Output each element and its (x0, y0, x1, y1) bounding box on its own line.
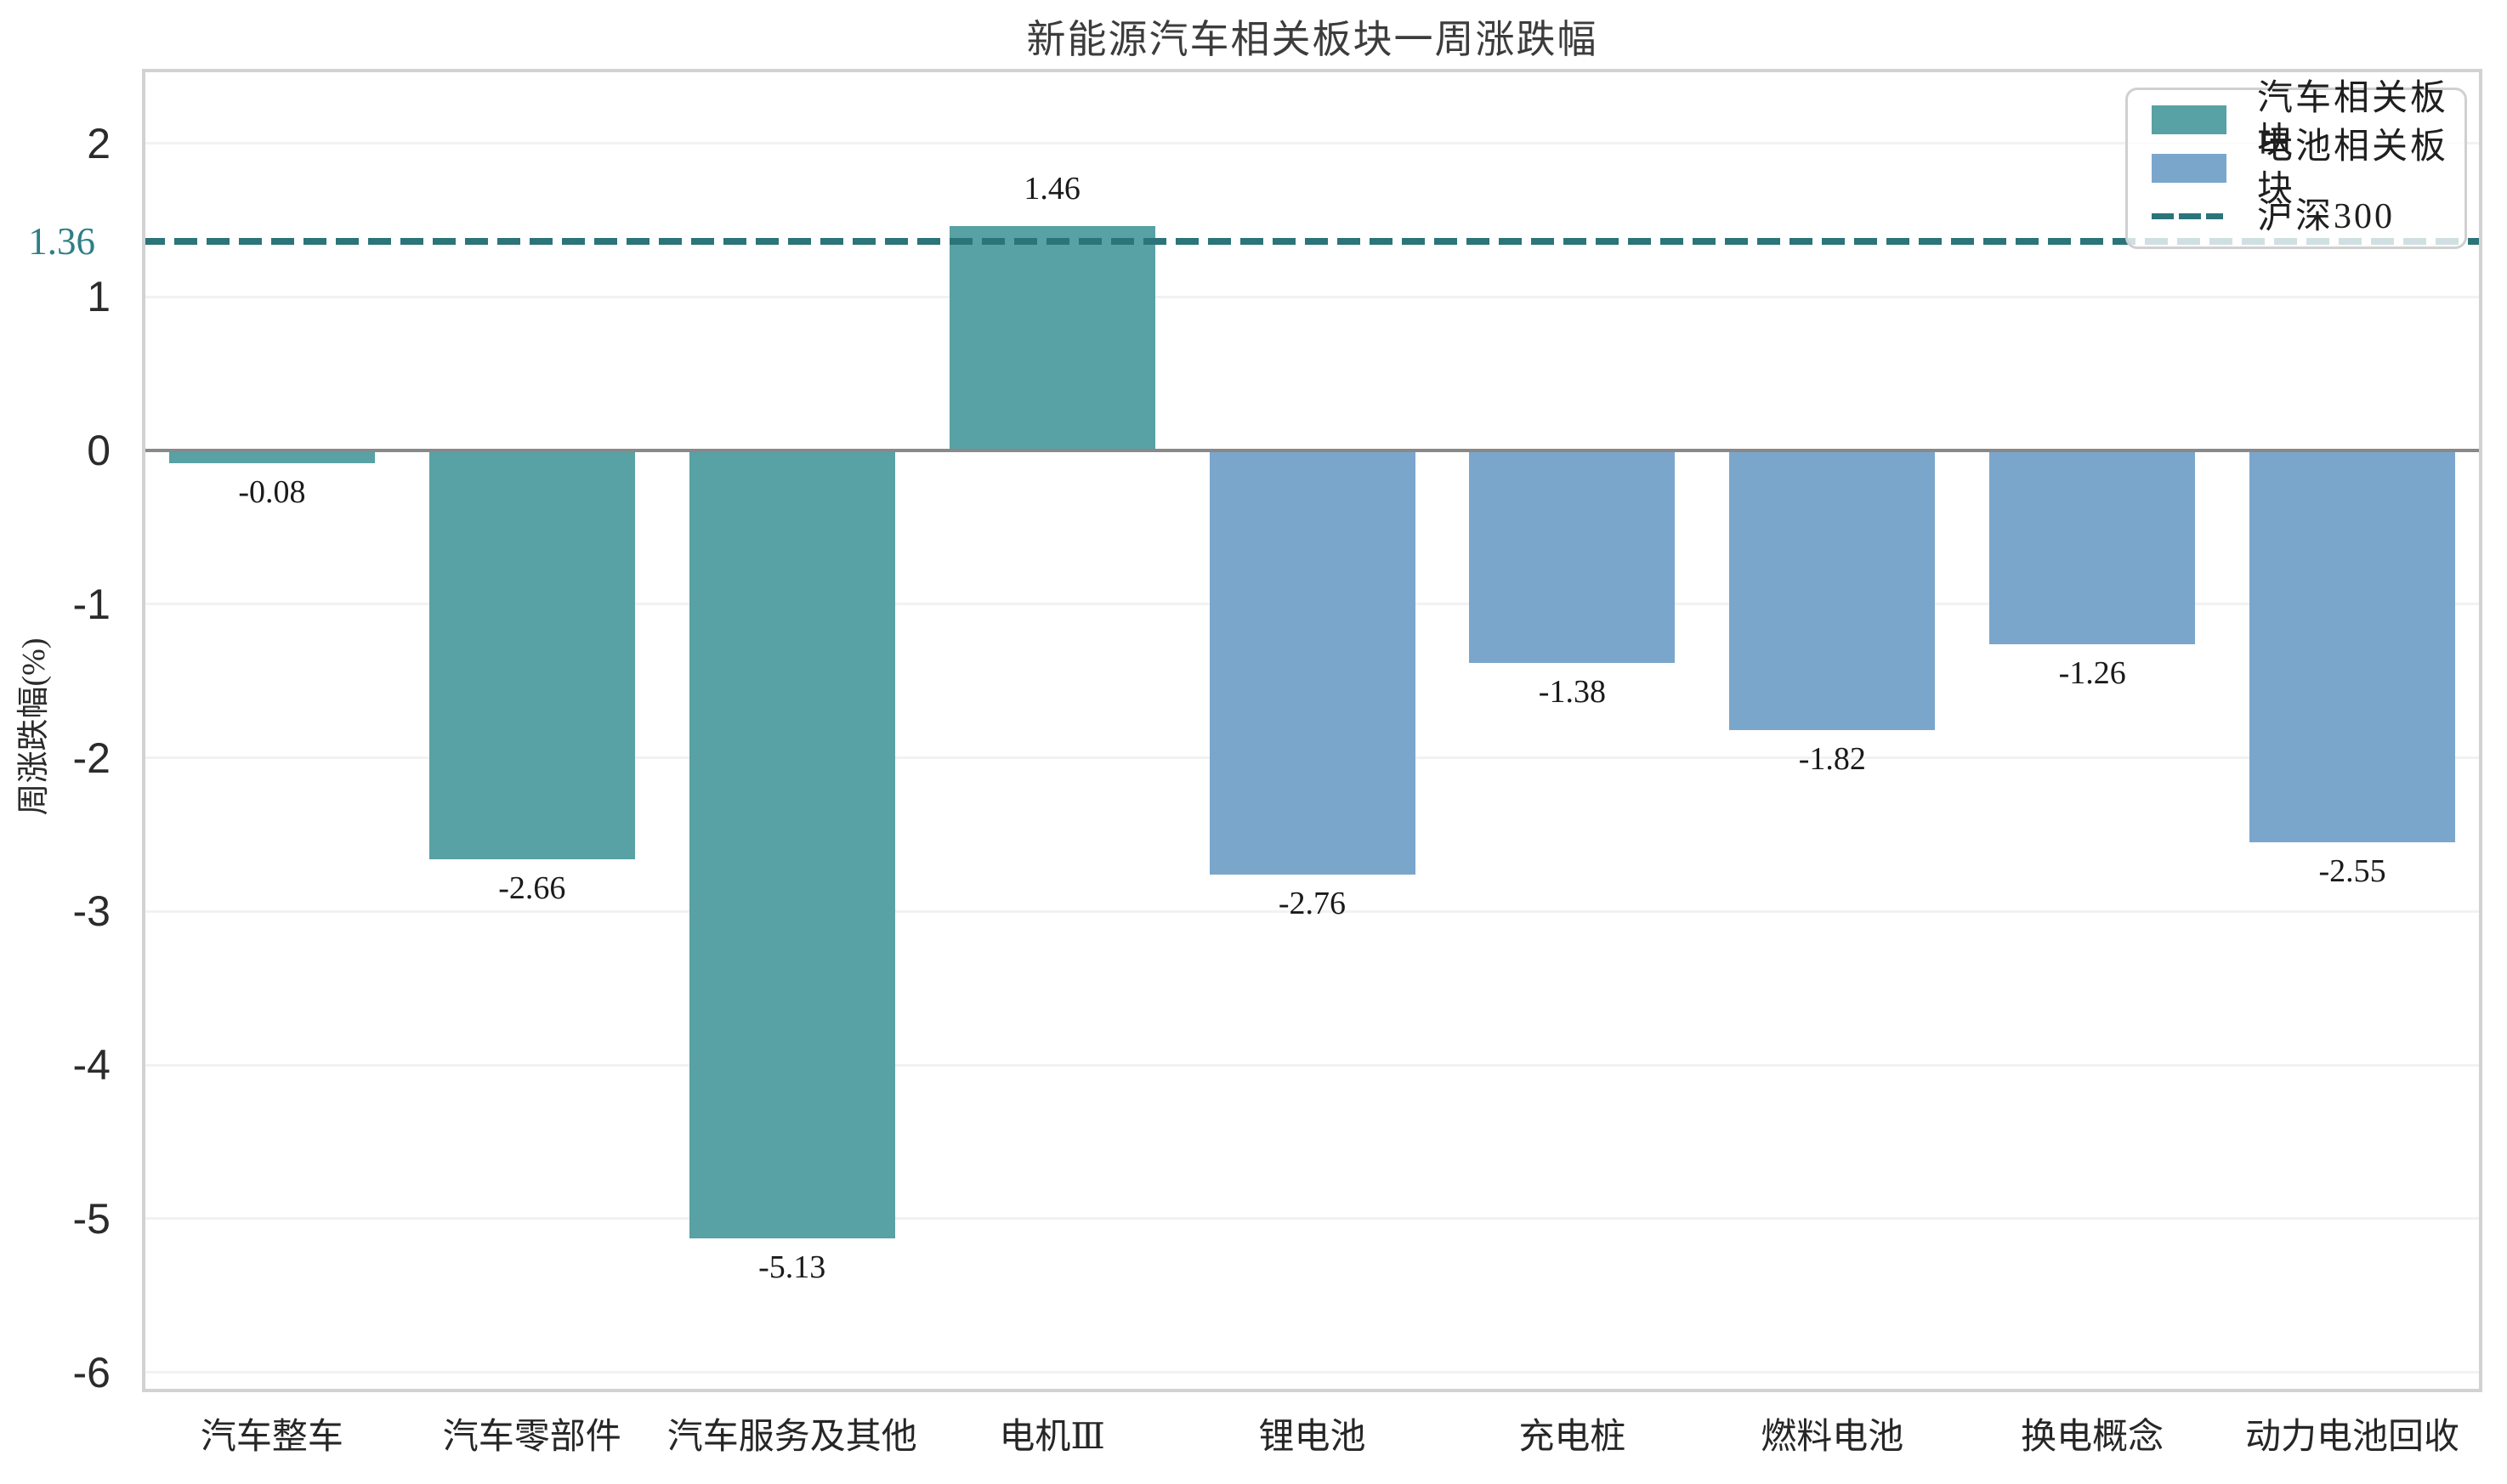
y-tick-label: 2 (87, 119, 111, 167)
bar-充电桩 (1469, 450, 1676, 663)
bar-value-label: -1.26 (2058, 654, 2126, 691)
bar-汽车服务及其他 (689, 450, 895, 1239)
x-category-label: 燃料电池 (1761, 1418, 1904, 1457)
gridline (142, 1063, 2482, 1067)
bar-动力电池回收 (2249, 450, 2456, 842)
bar-换电概念 (1989, 450, 2196, 644)
x-category-label: 汽车零部件 (442, 1418, 621, 1457)
y-tick-label: -6 (72, 1348, 111, 1396)
zero-axis-line (142, 449, 2482, 453)
legend-label: 电池相关板块 (2257, 127, 2449, 209)
y-tick-label: -3 (72, 887, 111, 936)
legend-item: 电池相关板块 (2152, 127, 2464, 209)
bar-value-label: -1.38 (1538, 673, 1606, 710)
bar-value-label: -2.76 (1278, 885, 1347, 921)
bar-value-label: -5.13 (758, 1249, 826, 1286)
x-category-label: 充电桩 (1518, 1418, 1626, 1457)
bar-电机Ⅲ (949, 226, 1155, 451)
gridline (142, 1371, 2482, 1374)
legend-label: 汽车相关板块 (2257, 78, 2449, 161)
gridline (142, 295, 2482, 298)
legend-label: 沪深300 (2257, 196, 2396, 236)
gridline (142, 1217, 2482, 1221)
gridline (142, 909, 2482, 913)
legend: 汽车相关板块 电池相关板块 沪深300 (2125, 79, 2467, 249)
x-category-label: 换电概念 (2021, 1418, 2164, 1457)
y-tick-label: 1 (87, 273, 111, 321)
bar-value-label: -2.66 (498, 869, 566, 906)
y-tick-label: -4 (72, 1041, 111, 1090)
x-category-label: 锂电池 (1258, 1418, 1366, 1457)
legend-item: 汽车相关板块 (2152, 79, 2464, 161)
bar-汽车整车 (168, 450, 375, 463)
benchmark-value-label: 1.36 (28, 220, 95, 263)
bar-燃料电池 (1729, 450, 1936, 731)
legend-item-benchmark: 沪深300 (2152, 192, 2464, 241)
bar-锂电池 (1209, 450, 1415, 875)
legend-swatch (2152, 153, 2226, 183)
bar-value-label: -2.55 (2318, 852, 2386, 889)
chart-title: 新能源汽车相关板块一周涨跌幅 (1026, 18, 1598, 61)
benchmark-dashed-line (142, 238, 2482, 246)
x-category-label: 动力电池回收 (2245, 1418, 2460, 1457)
bar-value-label: -1.82 (1798, 741, 1866, 778)
y-tick-label: -5 (72, 1194, 111, 1243)
plot-area: -0.08 -2.66 -5.13 1.46 -2.76 -1.38 -1.82 -1.26 -… (142, 69, 2482, 1392)
legend-swatch (2152, 105, 2226, 134)
x-category-label: 电机Ⅲ (999, 1418, 1105, 1457)
bar-value-label: -0.08 (238, 473, 306, 510)
bar-汽车零部件 (428, 450, 635, 859)
gridline (142, 142, 2482, 145)
x-category-label: 汽车服务及其他 (666, 1418, 917, 1457)
bar-value-label: 1.46 (1024, 171, 1081, 207)
y-tick-label: -2 (72, 734, 111, 782)
x-category-label: 汽车整车 (200, 1418, 343, 1457)
legend-dash-icon (2152, 213, 2223, 219)
y-tick-label: 0 (87, 427, 111, 475)
y-tick-label: -1 (72, 580, 111, 628)
